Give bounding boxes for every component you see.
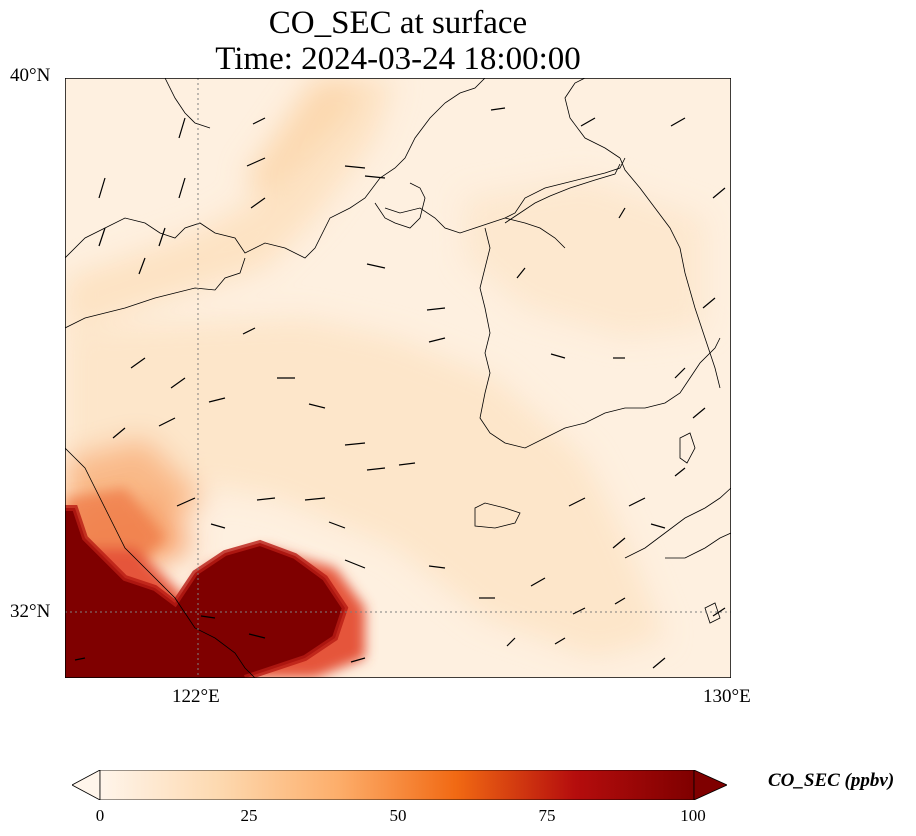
colorbar-tick-0: 0 [95, 806, 105, 825]
field-concentration [65, 78, 705, 658]
colorbar-tick-75: 75 [538, 806, 556, 825]
lat-label-32n: 32°N [10, 601, 51, 622]
lat-label-40n: 40°N [10, 65, 51, 86]
field-max-edge [65, 505, 349, 678]
colorbar-tick-100: 100 [680, 806, 706, 825]
wind-arrows [74, 107, 726, 669]
colorbar-tick-50: 50 [389, 806, 407, 825]
map-plot [65, 78, 731, 678]
colorbar-gradient [99, 770, 695, 800]
colorbar [72, 770, 727, 800]
lon-label-122e: 122°E [172, 686, 220, 707]
coastlines [65, 78, 731, 678]
colorbar-extend-min [72, 770, 101, 800]
lon-label-130e: 130°E [703, 686, 751, 707]
colorbar-label: CO_SEC (ppbv) [768, 770, 895, 791]
colorbar-extend-max [693, 770, 727, 800]
chart-title-line2: Time: 2024-03-24 18:00:00 [215, 41, 581, 77]
chart-title-line1: CO_SEC at surface [268, 5, 528, 41]
colorbar-tick-25: 25 [240, 806, 258, 825]
